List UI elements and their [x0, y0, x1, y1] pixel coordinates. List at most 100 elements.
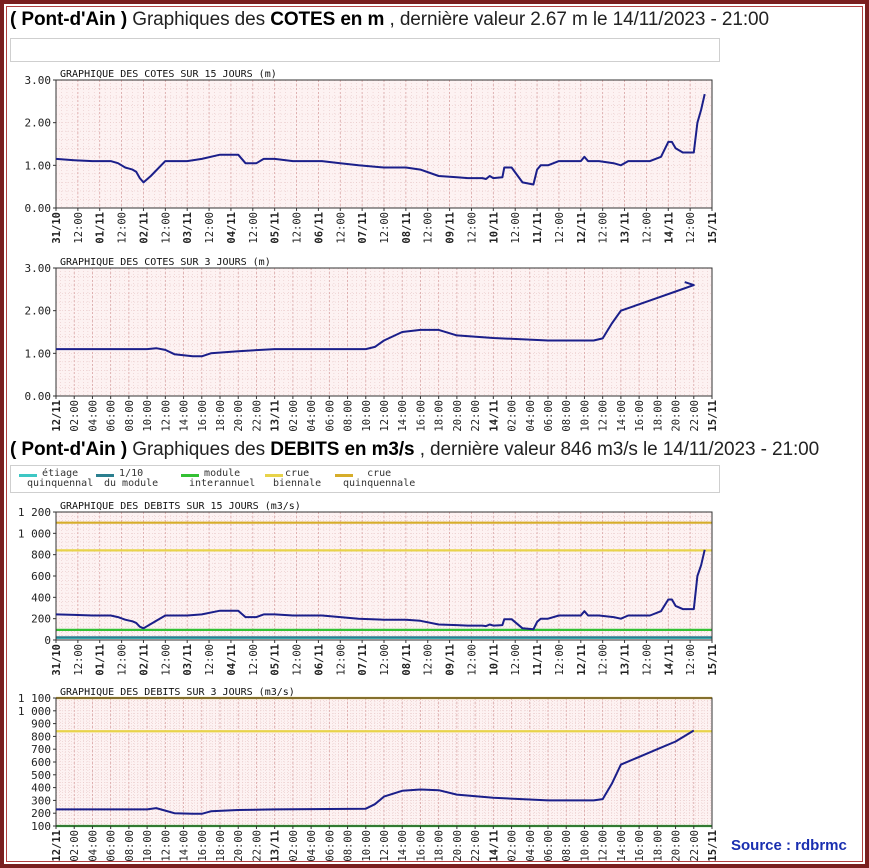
- x-tick-label: 02/11: [138, 212, 150, 244]
- x-tick-label: 12:00: [160, 830, 172, 862]
- legend-swatch: [96, 474, 114, 477]
- legend-item: crue biennale: [273, 469, 321, 489]
- x-tick-label: 08/11: [401, 212, 413, 244]
- x-tick-label: 12:00: [554, 212, 566, 244]
- legend-swatch: [265, 474, 283, 477]
- x-tick-label: 16:00: [197, 830, 209, 862]
- x-tick-label: 02:00: [507, 400, 519, 432]
- x-tick-label: 22:00: [470, 400, 482, 432]
- y-tick-label: 3.00: [25, 262, 52, 275]
- y-tick-label: 200: [31, 613, 51, 626]
- legend-label: quinquennal: [27, 478, 94, 489]
- x-tick-label: 16:00: [415, 830, 427, 862]
- x-tick-label: 20:00: [452, 400, 464, 432]
- x-tick-label: 12:00: [423, 644, 435, 676]
- x-tick-label: 12:00: [335, 644, 347, 676]
- x-tick-label: 12:00: [510, 212, 522, 244]
- y-tick-label: 900: [31, 718, 51, 731]
- legend-label: crue: [367, 468, 392, 479]
- x-tick-label: 02/11: [138, 644, 150, 676]
- x-tick-label: 10:00: [579, 830, 591, 862]
- legend-label: crue: [285, 468, 310, 479]
- x-tick-label: 12:00: [292, 212, 304, 244]
- x-tick-label: 11/11: [532, 644, 544, 676]
- x-tick-label: 16:00: [634, 830, 646, 862]
- x-tick-label: 12:00: [685, 644, 697, 676]
- x-tick-label: 02:00: [507, 830, 519, 862]
- debits-heading: ( Pont-d'Ain ) Graphiques des DEBITS en …: [10, 439, 819, 461]
- x-tick-label: 14/11: [663, 212, 675, 244]
- x-tick-label: 14:00: [397, 830, 409, 862]
- heading-measure: DEBITS en m3/s: [270, 439, 415, 460]
- x-tick-label: 12:00: [685, 212, 697, 244]
- x-tick-label: 12:00: [641, 212, 653, 244]
- x-tick-label: 06:00: [324, 400, 336, 432]
- legend-label: du module: [104, 478, 159, 489]
- x-tick-label: 12:00: [641, 644, 653, 676]
- y-tick-label: 1 000: [18, 705, 51, 718]
- legend-item: crue quinquennale: [343, 469, 415, 489]
- x-tick-label: 04:00: [525, 400, 537, 432]
- x-tick-label: 12:00: [292, 644, 304, 676]
- x-tick-label: 07/11: [357, 644, 369, 676]
- legend-label: quinquennale: [343, 478, 416, 489]
- x-tick-label: 03/11: [182, 644, 194, 676]
- station-name: ( Pont-d'Ain ): [10, 9, 128, 30]
- y-tick-label: 400: [31, 782, 51, 795]
- x-tick-label: 12/11: [576, 644, 588, 676]
- y-tick-label: 0.00: [25, 202, 52, 215]
- x-tick-label: 14:00: [179, 400, 191, 432]
- x-tick-label: 13/11: [620, 644, 632, 676]
- x-tick-label: 12:00: [423, 212, 435, 244]
- x-tick-label: 10/11: [488, 644, 500, 676]
- x-tick-label: 22:00: [689, 400, 701, 432]
- x-tick-label: 02:00: [69, 400, 81, 432]
- x-tick-label: 12:00: [117, 644, 129, 676]
- x-tick-label: 02:00: [288, 400, 300, 432]
- x-tick-label: 06:00: [543, 830, 555, 862]
- x-tick-label: 20:00: [233, 400, 245, 432]
- x-tick-label: 12/11: [51, 830, 63, 862]
- chart-title: GRAPHIQUE DES DEBITS SUR 3 JOURS (m3/s): [60, 687, 295, 698]
- legend-swatch: [335, 474, 353, 477]
- chart-cotes-3-jours: 0.00 1.00 2.00 3.00 12/11 02:00 04:00 06:00 08:0…: [25, 257, 720, 432]
- x-tick-label: 02:00: [69, 830, 81, 862]
- x-tick-label: 20:00: [671, 400, 683, 432]
- x-tick-label: 08:00: [561, 830, 573, 862]
- x-tick-label: 10:00: [361, 830, 373, 862]
- legend-item: 1/10 du module: [104, 469, 158, 489]
- x-tick-label: 11/11: [532, 212, 544, 244]
- x-tick-label: 22:00: [251, 400, 263, 432]
- heading-text: Graphiques des: [127, 439, 271, 460]
- x-tick-label: 16:00: [634, 400, 646, 432]
- x-tick-label: 14:00: [616, 400, 628, 432]
- legend-label: interannuel: [189, 478, 256, 489]
- x-tick-label: 08:00: [124, 830, 136, 862]
- x-tick-label: 18:00: [434, 400, 446, 432]
- x-tick-label: 14:00: [179, 830, 191, 862]
- chart-title: GRAPHIQUE DES COTES SUR 3 JOURS (m): [60, 257, 271, 268]
- x-tick-label: 14/11: [488, 400, 500, 432]
- x-tick-label: 14:00: [397, 400, 409, 432]
- x-tick-label: 03/11: [182, 212, 194, 244]
- x-tick-label: 12:00: [379, 830, 391, 862]
- x-tick-label: 12:00: [379, 400, 391, 432]
- x-tick-label: 05/11: [270, 644, 282, 676]
- x-tick-label: 08/11: [401, 644, 413, 676]
- x-tick-label: 12:00: [160, 212, 172, 244]
- x-tick-label: 31/10: [51, 212, 63, 244]
- series-line: [55, 93, 706, 186]
- y-tick-label: 600: [31, 756, 51, 769]
- x-tick-label: 22:00: [251, 830, 263, 862]
- x-tick-label: 01/11: [95, 644, 107, 676]
- x-tick-label: 08:00: [124, 400, 136, 432]
- x-tick-label: 15/11: [707, 212, 719, 244]
- x-tick-label: 04:00: [306, 830, 318, 862]
- legend-item: étiage quinquennal: [27, 469, 93, 489]
- x-tick-label: 12:00: [204, 644, 216, 676]
- y-tick-label: 800: [31, 549, 51, 562]
- x-tick-label: 09/11: [445, 644, 457, 676]
- x-tick-label: 12:00: [248, 212, 260, 244]
- x-tick-label: 12:00: [204, 212, 216, 244]
